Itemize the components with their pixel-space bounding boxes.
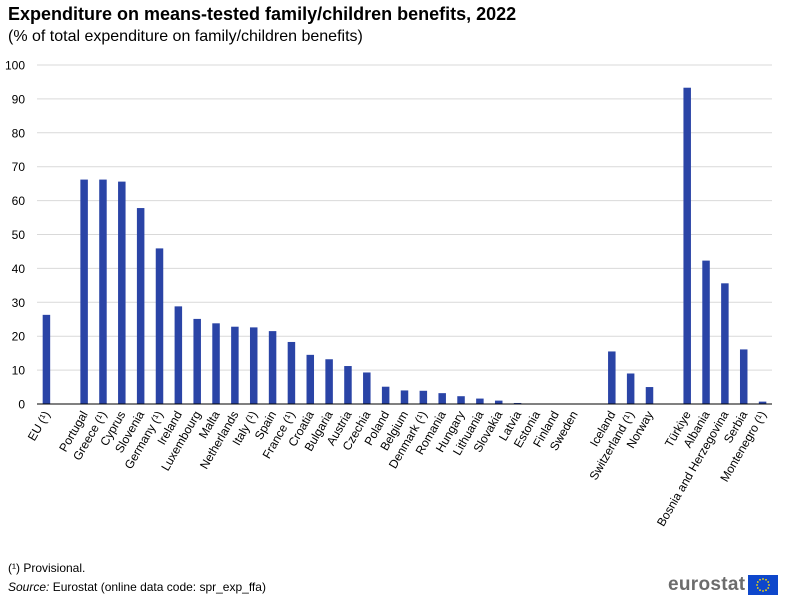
y-tick-label: 40 — [12, 262, 26, 276]
flag-star — [759, 578, 762, 581]
bar — [683, 87, 691, 404]
bar — [42, 314, 51, 404]
bar — [645, 387, 654, 404]
y-axis-tick-labels: 0 10 20 30 40 50 60 70 80 90 100 — [5, 59, 25, 412]
footnote: (¹) Provisional. — [8, 561, 86, 575]
bar — [381, 386, 390, 404]
bar — [476, 398, 484, 404]
y-tick-label: 50 — [12, 228, 26, 242]
bar-chart: 0 10 20 30 40 50 60 70 80 90 100 EU (¹) PortugalGre… — [5, 59, 772, 529]
eurostat-logo-text: eurostat — [668, 574, 746, 595]
bar — [212, 323, 220, 404]
bar — [306, 354, 315, 404]
x-tick-label: EU (¹) — [25, 409, 53, 444]
eu-flag-icon — [748, 575, 779, 595]
bar — [344, 366, 352, 404]
flag-star — [756, 584, 759, 586]
bar — [249, 327, 258, 404]
flag-star — [757, 581, 760, 583]
bar — [739, 349, 748, 404]
flag-star — [765, 589, 768, 592]
chart-title: Expenditure on means-tested family/child… — [8, 4, 517, 24]
source-label: Source: — [8, 580, 50, 594]
bar — [626, 373, 635, 404]
y-tick-label: 80 — [12, 126, 26, 140]
flag-star — [765, 578, 768, 581]
bar — [287, 341, 296, 404]
bar — [702, 260, 710, 404]
flag-star — [759, 589, 762, 592]
bar — [438, 393, 446, 404]
bar — [363, 372, 371, 404]
flag-star — [757, 587, 760, 589]
bar — [721, 283, 729, 404]
bars — [42, 87, 767, 404]
y-tick-label: 10 — [12, 364, 26, 378]
flag-star — [767, 587, 770, 589]
gridlines — [37, 64, 772, 371]
bar — [457, 396, 465, 404]
bar — [193, 318, 201, 404]
bar — [325, 359, 333, 404]
y-tick-label: 100 — [5, 59, 25, 73]
bar — [608, 351, 616, 404]
bar — [118, 181, 126, 404]
y-tick-label: 20 — [12, 330, 26, 344]
source-note: Source: Eurostat (online data code: spr_… — [8, 580, 266, 594]
bar — [513, 402, 522, 404]
y-tick-label: 70 — [12, 160, 26, 174]
y-tick-label: 90 — [12, 92, 26, 106]
flag-star — [768, 584, 771, 586]
chart-subtitle: (% of total expenditure on family/childr… — [8, 28, 363, 45]
bar — [758, 401, 767, 404]
bar — [155, 248, 164, 404]
bar — [494, 400, 503, 404]
source-text: Eurostat (online data code: spr_exp_ffa) — [49, 580, 266, 594]
y-tick-label: 60 — [12, 194, 26, 208]
bar — [419, 390, 428, 404]
bar — [268, 331, 277, 404]
y-tick-label: 0 — [18, 398, 25, 412]
bar — [136, 208, 145, 404]
flag-star — [767, 581, 770, 583]
flag-star — [762, 590, 765, 592]
bar — [231, 326, 239, 404]
bar — [174, 306, 183, 404]
flag-star — [762, 578, 765, 580]
bar — [400, 390, 409, 404]
bar — [99, 179, 107, 404]
y-tick-label: 30 — [12, 296, 26, 310]
eurostat-logo: eurostat — [668, 574, 779, 596]
bar — [80, 179, 88, 404]
